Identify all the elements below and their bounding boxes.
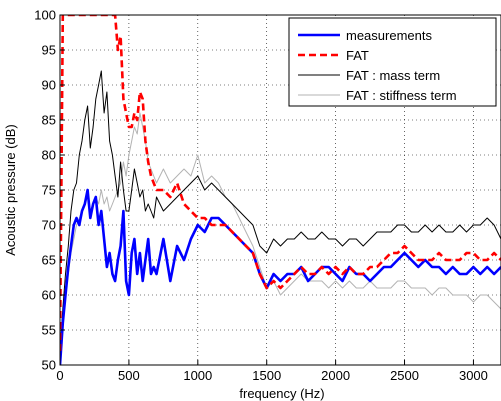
series-group — [60, 15, 501, 365]
y-tick-label: 85 — [42, 113, 56, 128]
y-tick-label: 95 — [42, 43, 56, 58]
legend-label-2: FAT — [346, 48, 369, 63]
x-tick-label: 3000 — [459, 368, 488, 383]
y-tick-label: 100 — [34, 8, 56, 23]
series-line-3 — [60, 70, 501, 352]
legend-box — [288, 17, 497, 107]
series-line-1 — [60, 188, 501, 365]
y-tick-label: 60 — [42, 288, 56, 303]
x-axis-label: frequency (Hz) — [239, 386, 324, 401]
y-tick-label: 90 — [42, 78, 56, 93]
x-tick-label: 2000 — [321, 368, 350, 383]
y-tick-label: 75 — [42, 183, 56, 198]
x-tick-label: 1500 — [252, 368, 281, 383]
y-tick-label: 55 — [42, 323, 56, 338]
x-axis-ticks: 0 500 1000 1500 2000 2500 3000 — [56, 360, 488, 383]
x-tick-label: 500 — [118, 368, 140, 383]
x-tick-label: 2500 — [390, 368, 419, 383]
y-tick-label: 65 — [42, 253, 56, 268]
series-line-4 — [60, 112, 501, 359]
y-tick-label: 50 — [42, 358, 56, 373]
legend: measurements FAT FAT : mass term FAT : stif… — [288, 17, 497, 107]
y-tick-label: 80 — [42, 148, 56, 163]
y-axis-ticks: 50 55 60 65 70 75 80 85 90 95 100 — [34, 8, 65, 373]
y-tick-label: 70 — [42, 218, 56, 233]
series-line-2 — [60, 15, 501, 352]
x-tick-label: 0 — [56, 368, 63, 383]
x-tick-label: 1000 — [183, 368, 212, 383]
y-axis-label: Acoustic pressure (dB) — [3, 124, 18, 256]
legend-label-1: measurements — [346, 28, 432, 43]
legend-label-4: FAT : stiffness term — [346, 88, 457, 103]
legend-label-3: FAT : mass term — [346, 68, 440, 83]
